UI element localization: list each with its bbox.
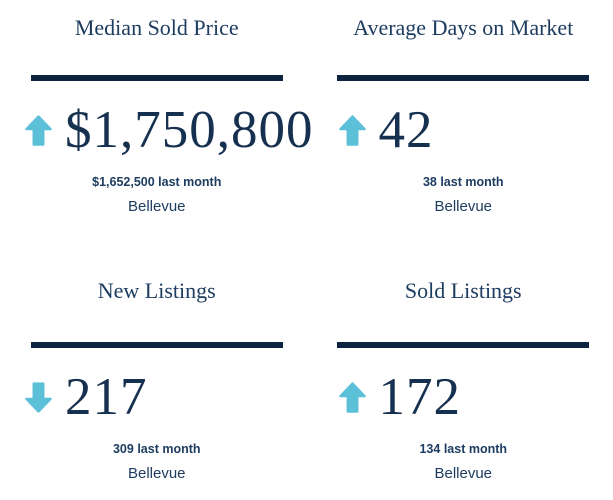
stat-location: Bellevue <box>434 198 493 215</box>
stat-value: 217 <box>65 368 148 426</box>
divider <box>30 342 283 348</box>
stat-location: Bellevue <box>127 198 186 215</box>
stat-location: Bellevue <box>434 465 493 482</box>
stat-panel-sold-listings: Sold Listings 172 134 last month Bellevu… <box>314 255 613 500</box>
stat-value: $1,750,800 <box>65 101 314 159</box>
stat-last-month: $1,652,500 last month <box>92 175 222 189</box>
stat-value-row: 217 <box>0 366 314 428</box>
divider <box>30 75 283 81</box>
stat-panel-average-days-on-market: Average Days on Market 42 38 last month … <box>314 0 613 255</box>
stat-panel-new-listings: New Listings 217 309 last month Bellevue <box>0 255 314 500</box>
stat-title: Average Days on Market <box>353 15 574 40</box>
stat-location: Bellevue <box>127 465 186 482</box>
stat-value: 172 <box>378 368 461 426</box>
divider <box>337 342 590 348</box>
stat-value-row: 42 <box>314 99 613 161</box>
stat-panel-median-sold-price: Median Sold Price $1,750,800 $1,652,500 … <box>0 0 314 255</box>
stat-title: Median Sold Price <box>74 15 239 40</box>
stat-value-row: $1,750,800 <box>0 99 314 161</box>
stat-last-month: 134 last month <box>419 442 508 456</box>
trend-up-arrow-icon <box>25 114 52 147</box>
trend-up-arrow-icon <box>338 114 366 147</box>
stat-title: New Listings <box>97 278 216 303</box>
stat-value-row: 172 <box>314 366 613 428</box>
divider <box>337 75 590 81</box>
stat-last-month: 309 last month <box>112 442 201 456</box>
trend-down-arrow-icon <box>25 381 52 414</box>
stat-title: Sold Listings <box>404 278 522 303</box>
stat-value: 42 <box>378 101 434 159</box>
stat-last-month: 38 last month <box>422 175 504 189</box>
trend-up-arrow-icon <box>338 381 366 414</box>
